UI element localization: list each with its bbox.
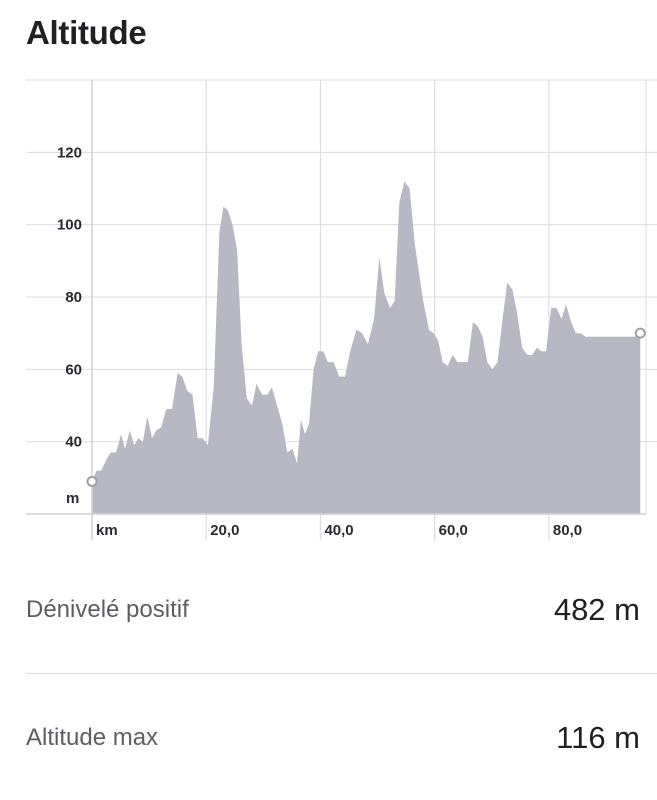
chart-axes <box>26 80 646 540</box>
stat-row-max-altitude: Altitude max 116 m <box>26 708 640 768</box>
stat-value: 482 m <box>553 592 640 627</box>
x-tick-label: 60,0 <box>439 522 468 539</box>
divider <box>26 673 657 674</box>
stat-value: 116 m <box>556 720 640 755</box>
stat-label: Dénivelé positif <box>26 596 189 623</box>
altitude-chart[interactable]: 40 60 80 100 120 20,0 40,0 60,0 80,0 m km <box>0 0 657 545</box>
y-axis-unit-label: m <box>66 490 79 507</box>
altitude-area <box>92 181 641 515</box>
y-tick-label: 40 <box>65 434 82 451</box>
x-tick-labels: 20,0 40,0 60,0 80,0 <box>210 522 582 539</box>
x-tick-label: 40,0 <box>324 522 353 539</box>
stat-label: Altitude max <box>26 724 159 751</box>
y-tick-labels: 40 60 80 100 120 <box>57 144 82 450</box>
y-tick-label: 120 <box>57 144 82 161</box>
y-tick-label: 60 <box>65 361 82 378</box>
x-axis-unit-label: km <box>96 522 118 539</box>
y-tick-label: 100 <box>57 217 82 234</box>
page-title: Altitude <box>26 14 147 51</box>
x-tick-label: 20,0 <box>210 522 239 539</box>
y-tick-label: 80 <box>65 289 82 306</box>
start-point-marker <box>86 475 98 487</box>
stat-row-elevation-gain: Dénivelé positif 482 m <box>26 580 640 640</box>
x-tick-label: 80,0 <box>553 522 582 539</box>
end-point-marker <box>634 327 646 339</box>
